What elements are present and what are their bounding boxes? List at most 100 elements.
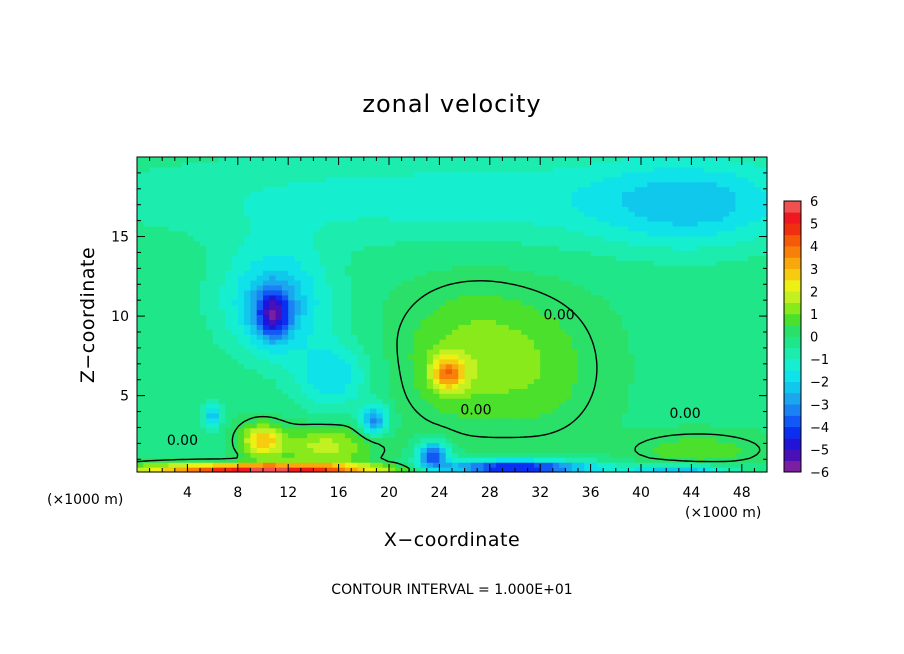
heatmap-cell [445, 339, 453, 345]
heatmap-cell [382, 373, 390, 380]
heatmap-cell [559, 289, 566, 296]
heatmap-cell [407, 358, 415, 365]
heatmap-cell [615, 427, 623, 434]
heatmap-cell [193, 348, 201, 355]
heatmap-cell [615, 378, 623, 384]
heatmap-cell [584, 270, 592, 276]
heatmap-cell [288, 437, 296, 444]
heatmap-cell [281, 216, 289, 222]
heatmap-cell [281, 467, 289, 473]
heatmap-cell [338, 230, 346, 237]
heatmap-cell [559, 334, 566, 340]
heatmap-cell [389, 206, 396, 212]
heatmap-cell [319, 363, 327, 370]
heatmap-cell [281, 383, 289, 389]
heatmap-cell [370, 324, 377, 330]
heatmap-cell [464, 422, 472, 429]
heatmap-cell [584, 201, 592, 207]
heatmap-cell [332, 334, 340, 340]
heatmap-cell [433, 196, 440, 202]
heatmap-cell [407, 171, 415, 178]
heatmap-cell [609, 467, 617, 473]
heatmap-cell [382, 447, 390, 453]
heatmap-cell [332, 378, 340, 384]
heatmap-cell [137, 294, 144, 301]
heatmap-cell [326, 398, 333, 404]
heatmap-cell [533, 161, 541, 168]
heatmap-cell [250, 250, 258, 257]
heatmap-cell [382, 383, 390, 389]
heatmap-cell [628, 462, 636, 468]
heatmap-cell [313, 157, 321, 163]
heatmap-cell [458, 373, 466, 380]
heatmap-cell [294, 220, 302, 227]
heatmap-cell [376, 383, 384, 389]
heatmap-cell [615, 462, 623, 468]
heatmap-cell [181, 211, 188, 217]
heatmap-cell [433, 304, 440, 311]
heatmap-cell [407, 457, 415, 463]
heatmap-cell [143, 457, 151, 463]
heatmap-cell [288, 432, 296, 439]
heatmap-cell [622, 235, 629, 242]
heatmap-cell [615, 358, 623, 365]
heatmap-cell [622, 344, 629, 350]
heatmap-cell [382, 378, 390, 384]
heatmap-cell [187, 166, 195, 173]
heatmap-cell [256, 304, 264, 311]
heatmap-cell [263, 373, 270, 380]
heatmap-cell [155, 280, 163, 286]
heatmap-cell [395, 403, 403, 409]
heatmap-cell [237, 225, 245, 232]
heatmap-cell [546, 245, 554, 252]
heatmap-cell [483, 260, 491, 266]
heatmap-cell [596, 314, 604, 321]
heatmap-cell [420, 171, 428, 178]
heatmap-cell [426, 275, 434, 281]
heatmap-cell [445, 265, 453, 271]
heatmap-cell [281, 373, 289, 380]
heatmap-cell [162, 181, 170, 188]
heatmap-cell [300, 462, 308, 468]
heatmap-cell [565, 299, 573, 306]
heatmap-cell [225, 294, 233, 301]
heatmap-cell [445, 255, 453, 261]
heatmap-cell [137, 235, 144, 242]
heatmap-cell [263, 353, 270, 360]
heatmap-cell [401, 462, 409, 468]
heatmap-cell [395, 452, 403, 458]
heatmap-cell [332, 211, 340, 217]
heatmap-cell [225, 344, 233, 350]
heatmap-cell [143, 368, 151, 375]
heatmap-cell [307, 220, 314, 227]
heatmap-cell [458, 388, 466, 394]
heatmap-cell [269, 191, 277, 197]
heatmap-cell [515, 255, 522, 261]
heatmap-cell [269, 196, 277, 202]
heatmap-cell [559, 412, 566, 419]
heatmap-cell [218, 467, 226, 473]
heatmap-cell [426, 422, 434, 429]
heatmap-cell [426, 230, 434, 237]
heatmap-cell [206, 216, 214, 222]
heatmap-cell [294, 196, 302, 202]
heatmap-cell [565, 255, 573, 261]
heatmap-cell [363, 265, 371, 271]
heatmap-cell [452, 447, 459, 453]
heatmap-cell [344, 314, 352, 321]
heatmap-cell [269, 265, 277, 271]
heatmap-cell [250, 161, 258, 168]
heatmap-cell [187, 220, 195, 227]
heatmap-cell [439, 191, 447, 197]
heatmap-cell [414, 284, 422, 291]
heatmap-cell [263, 206, 270, 212]
heatmap-cell [426, 255, 434, 261]
heatmap-cell [622, 339, 629, 345]
heatmap-cell [615, 289, 623, 296]
heatmap-cell [187, 353, 195, 360]
heatmap-cell [294, 299, 302, 306]
heatmap-cell [263, 383, 270, 389]
heatmap-cell [622, 403, 629, 409]
heatmap-cell [527, 235, 535, 242]
heatmap-cell [269, 250, 277, 257]
